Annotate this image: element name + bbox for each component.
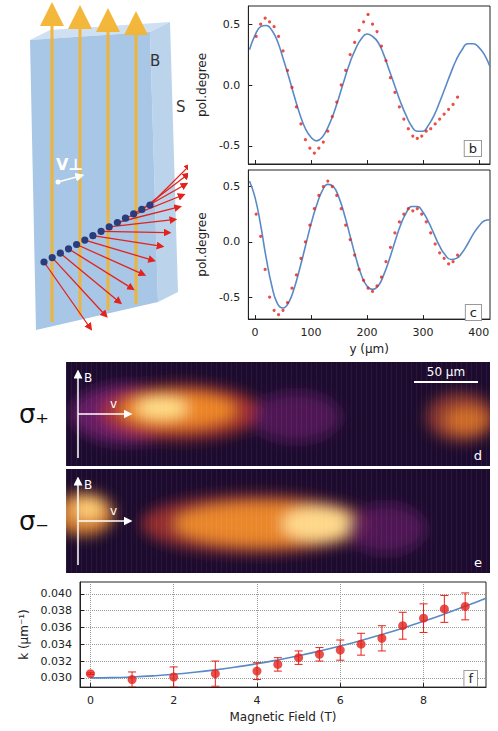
svg-text:0.036: 0.036	[41, 621, 73, 634]
svg-text:0.040: 0.040	[41, 587, 73, 600]
svg-text:0.5: 0.5	[223, 180, 241, 193]
svg-text:-0.5: -0.5	[219, 139, 240, 152]
svg-text:c: c	[470, 305, 477, 320]
svg-text:400: 400	[468, 326, 489, 339]
svg-text:B: B	[150, 52, 160, 70]
svg-text:v: v	[110, 504, 117, 518]
svg-text:-0.5: -0.5	[219, 291, 240, 304]
svg-text:0.0: 0.0	[223, 79, 241, 92]
html-text:σ₋: σ₋	[18, 506, 50, 536]
svg-text:b: b	[469, 141, 477, 156]
svg-text:f: f	[468, 671, 473, 686]
svg-text:0.034: 0.034	[41, 638, 73, 651]
svg-text:y (μm): y (μm)	[349, 342, 389, 356]
svg-text:pol.degree: pol.degree	[195, 212, 209, 276]
svg-text:0: 0	[252, 326, 259, 339]
svg-text:S: S	[176, 98, 186, 116]
svg-text:0.5: 0.5	[223, 18, 241, 31]
svg-text:0.0: 0.0	[223, 235, 241, 248]
svg-text:V⊥: V⊥	[56, 155, 83, 174]
svg-text:d: d	[474, 448, 482, 463]
html-text:σ₊: σ₊	[18, 399, 50, 429]
svg-text:200: 200	[356, 326, 377, 339]
svg-text:B: B	[84, 371, 92, 385]
svg-text:e: e	[474, 555, 482, 570]
svg-text:300: 300	[412, 326, 433, 339]
svg-text:v: v	[110, 397, 117, 411]
svg-text:50 μm: 50 μm	[427, 365, 465, 379]
svg-text:0.038: 0.038	[41, 604, 73, 617]
svg-text:100: 100	[301, 326, 322, 339]
svg-text:0: 0	[87, 694, 94, 707]
svg-text:pol.degree: pol.degree	[195, 53, 209, 117]
svg-text:0.032: 0.032	[41, 655, 73, 668]
svg-text:4: 4	[253, 694, 260, 707]
svg-text:B: B	[84, 478, 92, 492]
svg-text:8: 8	[420, 694, 427, 707]
svg-text:6: 6	[337, 694, 344, 707]
svg-text:2: 2	[170, 694, 177, 707]
svg-text:0.030: 0.030	[41, 671, 73, 684]
svg-text:k (μm⁻¹): k (μm⁻¹)	[17, 609, 31, 660]
svg-text:Magnetic Field (T): Magnetic Field (T)	[230, 710, 337, 724]
